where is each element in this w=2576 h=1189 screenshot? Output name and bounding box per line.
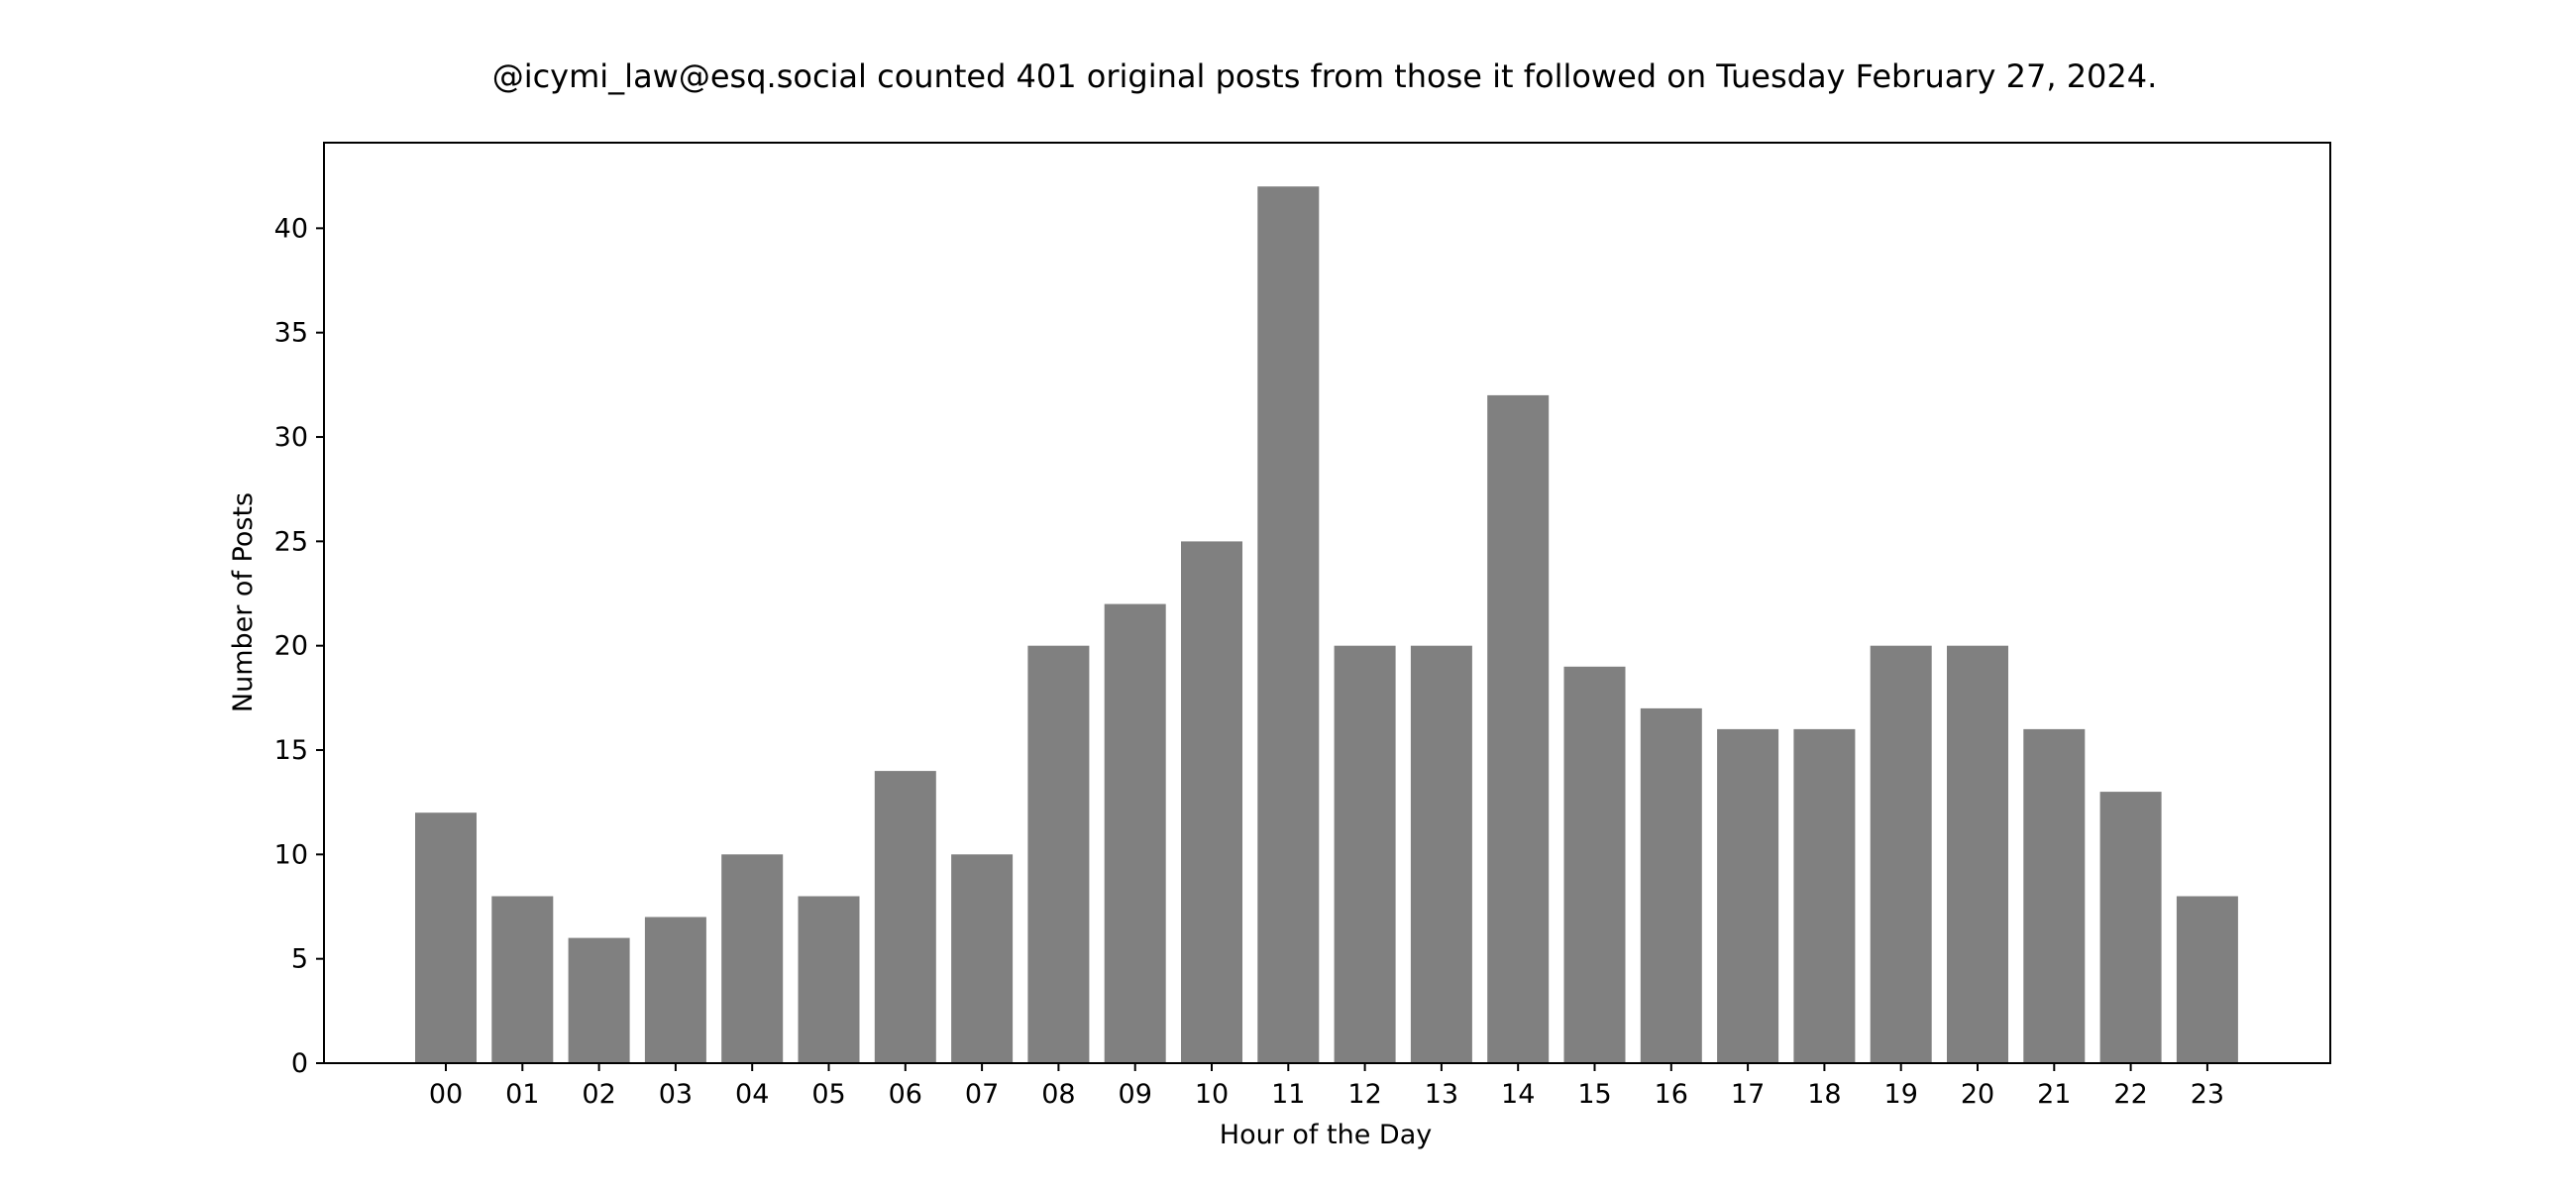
- x-tick-label: 09: [1119, 1079, 1152, 1110]
- bar-hour-18: [1793, 728, 1856, 1063]
- x-tick-label: 21: [2037, 1079, 2071, 1110]
- bar-hour-23: [2176, 896, 2238, 1063]
- y-tick-label: 20: [274, 631, 308, 662]
- x-axis-label: Hour of the Day: [1220, 1120, 1432, 1150]
- x-tick-label: 03: [659, 1079, 693, 1110]
- bars-group: [415, 186, 2238, 1063]
- bar-hour-19: [1870, 645, 1932, 1063]
- bar-hour-22: [2099, 792, 2162, 1063]
- x-tick-label: 04: [735, 1079, 769, 1110]
- y-tick-label: 5: [291, 944, 308, 975]
- x-tick-label: 01: [505, 1079, 539, 1110]
- bar-hour-00: [415, 812, 477, 1063]
- y-tick-label: 40: [274, 213, 308, 244]
- x-tick-label: 23: [2191, 1079, 2224, 1110]
- bar-hour-17: [1717, 728, 1779, 1063]
- x-tick-label: 20: [1961, 1079, 1994, 1110]
- chart-title: @icymi_law@esq.social counted 401 origin…: [492, 57, 2158, 95]
- x-tick-label: 00: [429, 1079, 463, 1110]
- bar-hour-03: [644, 917, 706, 1063]
- bar-hour-14: [1487, 394, 1550, 1063]
- x-tick-label: 10: [1195, 1079, 1229, 1110]
- x-tick-label: 18: [1807, 1079, 1841, 1110]
- x-tick-label: 14: [1501, 1079, 1535, 1110]
- bar-hour-05: [798, 896, 860, 1063]
- bar-hour-11: [1257, 186, 1320, 1063]
- x-tick-label: 11: [1271, 1079, 1305, 1110]
- y-axis: 0 5 10 15 20 25 30 35 40: [274, 213, 324, 1079]
- bar-hour-10: [1181, 541, 1242, 1063]
- x-tick-label: 12: [1347, 1079, 1381, 1110]
- bar-hour-20: [1947, 645, 2008, 1063]
- bar-hour-06: [874, 771, 936, 1063]
- y-tick-label: 30: [274, 422, 308, 453]
- x-tick-label: 19: [1884, 1079, 1918, 1110]
- x-tick-label: 16: [1655, 1079, 1688, 1110]
- y-tick-label: 15: [274, 735, 308, 766]
- x-tick-label: 15: [1577, 1079, 1611, 1110]
- y-tick-label: 10: [274, 839, 308, 870]
- y-tick-label: 35: [274, 318, 308, 349]
- bar-hour-12: [1334, 645, 1396, 1063]
- bar-hour-08: [1027, 645, 1090, 1063]
- x-tick-label: 06: [889, 1079, 922, 1110]
- x-tick-label: 22: [2113, 1079, 2147, 1110]
- x-tick-label: 05: [811, 1079, 845, 1110]
- bar-hour-13: [1410, 645, 1472, 1063]
- x-axis: 00 01 02 03 04 05 06 07 08 09 10 11 12 13 14 15 16 17 18 19…: [429, 1063, 2224, 1110]
- x-tick-label: 07: [965, 1079, 999, 1110]
- x-tick-label: 13: [1425, 1079, 1458, 1110]
- bar-hour-07: [951, 854, 1014, 1063]
- bar-hour-09: [1104, 603, 1166, 1063]
- bar-hour-16: [1640, 707, 1702, 1063]
- bar-hour-21: [2023, 728, 2086, 1063]
- bar-hour-04: [721, 854, 784, 1063]
- x-tick-label: 02: [582, 1079, 615, 1110]
- x-tick-label: 17: [1731, 1079, 1765, 1110]
- y-tick-label: 25: [274, 526, 308, 557]
- bar-hour-15: [1563, 666, 1626, 1063]
- y-tick-label: 0: [291, 1048, 308, 1079]
- x-tick-label: 08: [1041, 1079, 1075, 1110]
- bar-hour-01: [491, 896, 554, 1063]
- bar-hour-02: [568, 937, 630, 1063]
- y-axis-label: Number of Posts: [228, 492, 259, 712]
- plot-area-frame: [323, 142, 2331, 1064]
